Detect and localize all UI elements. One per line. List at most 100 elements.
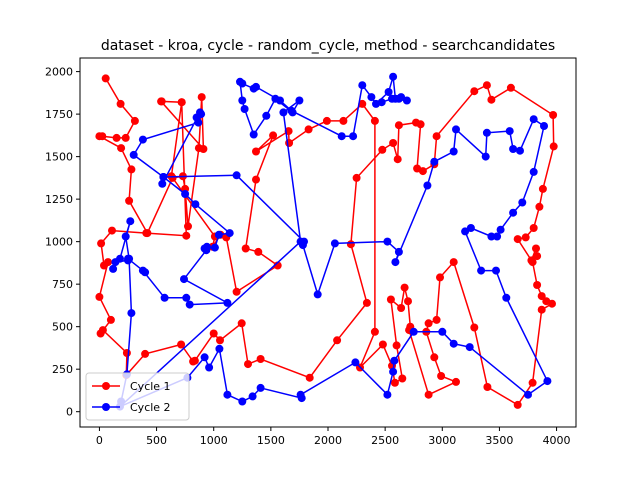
series-1-point [362, 298, 371, 307]
series-1-point [157, 97, 166, 106]
series-2-point [200, 353, 209, 362]
series-1-point [549, 142, 558, 151]
series-2-point [390, 356, 399, 365]
legend-label: Cycle 2 [130, 401, 171, 414]
series-1-point [393, 155, 402, 164]
series-2-point [194, 118, 203, 127]
series-1-point [397, 304, 406, 312]
series-2-point [295, 96, 304, 105]
series-1-point [506, 83, 515, 92]
series-2-point [262, 111, 271, 120]
series-2-point [205, 363, 214, 372]
x-tick-label: 3500 [485, 434, 513, 447]
series-1-point [482, 81, 491, 90]
series-2-point [482, 128, 491, 137]
series-2-point [543, 377, 552, 386]
y-tick-label: 1500 [45, 151, 73, 164]
y-tick-label: 0 [66, 406, 73, 419]
series-2-point [518, 198, 527, 207]
series-1-point [97, 239, 106, 248]
series-2-point [465, 343, 474, 352]
series-1-point [533, 252, 542, 261]
series-1-point [197, 93, 206, 102]
x-tick-label: 2000 [314, 434, 342, 447]
series-1-point [398, 374, 407, 383]
series-2-point [452, 125, 460, 134]
x-tick-label: 0 [96, 434, 103, 447]
series-2-point [127, 309, 136, 318]
series-1-point [190, 356, 199, 365]
series-1-point [106, 315, 115, 324]
series-1-point [537, 292, 546, 301]
series-1-point [182, 231, 191, 240]
series-2-point [358, 81, 367, 90]
series-2-point [223, 390, 232, 399]
series-2-point [279, 108, 288, 117]
series-2-point [394, 247, 403, 256]
series-2-point [466, 224, 475, 232]
series-2-point [138, 135, 147, 144]
series-1-point [216, 336, 224, 345]
series-2-point [423, 181, 432, 190]
series-1-point [470, 87, 479, 96]
series-2-point [492, 266, 500, 275]
chart-title: dataset - kroa, cycle - random_cycle, me… [101, 38, 555, 54]
y-tick-label: 1000 [45, 236, 73, 249]
series-2-point [159, 173, 168, 181]
series-1-point [346, 240, 355, 249]
series-1-point [256, 355, 265, 363]
series-2-point [516, 146, 524, 155]
series-1-point [95, 292, 104, 301]
series-2-point [121, 232, 130, 241]
series-2-point [496, 225, 505, 234]
series-1-point [254, 247, 263, 256]
series-2-point [388, 94, 396, 103]
series-1-point [386, 295, 395, 304]
series-2-point [126, 217, 135, 226]
series-2-point [158, 179, 167, 188]
series-1-point [370, 327, 379, 336]
x-tick-label: 1500 [257, 434, 285, 447]
series-1-point [305, 373, 314, 382]
series-2-point [297, 394, 306, 403]
series-2-point [313, 290, 322, 299]
series-2-point [524, 390, 532, 399]
series-1-point [370, 116, 379, 125]
series-1-point [436, 273, 444, 282]
series-2-point [248, 392, 257, 401]
series-1-line [98, 78, 555, 406]
series-1-point [528, 378, 537, 387]
series-2-point [402, 96, 411, 105]
series-1-point [548, 299, 556, 308]
series-1-point [125, 196, 134, 205]
series-1-point [352, 173, 361, 182]
series-2-point [509, 145, 518, 153]
series-2-point [232, 171, 241, 180]
series-1-point [400, 283, 409, 292]
series-1-point [95, 132, 104, 141]
legend-label: Cycle 1 [130, 380, 171, 393]
series-1-point [130, 116, 139, 125]
series-1-point [392, 341, 401, 350]
series-2-point [256, 383, 265, 392]
legend-box [85, 372, 190, 421]
series-2-point [200, 244, 209, 253]
series-1-point [339, 116, 348, 125]
series-1-point [127, 165, 136, 174]
series-1-point [432, 132, 441, 141]
series-2-point [438, 327, 447, 336]
series-2-point [477, 266, 486, 275]
series-2-point [124, 254, 132, 263]
y-tick-label: 250 [52, 363, 73, 376]
series-2-point [215, 344, 224, 353]
series-1-point [98, 326, 107, 335]
plot-frame [79, 57, 577, 428]
series-2-point [389, 367, 398, 376]
series-1-point [394, 121, 403, 130]
series-2-point [238, 397, 247, 406]
series-1-point [430, 353, 439, 362]
series-1-point [104, 258, 112, 267]
series-1-point [112, 133, 121, 142]
series-2-point [238, 96, 247, 105]
series-1-point [378, 145, 387, 154]
